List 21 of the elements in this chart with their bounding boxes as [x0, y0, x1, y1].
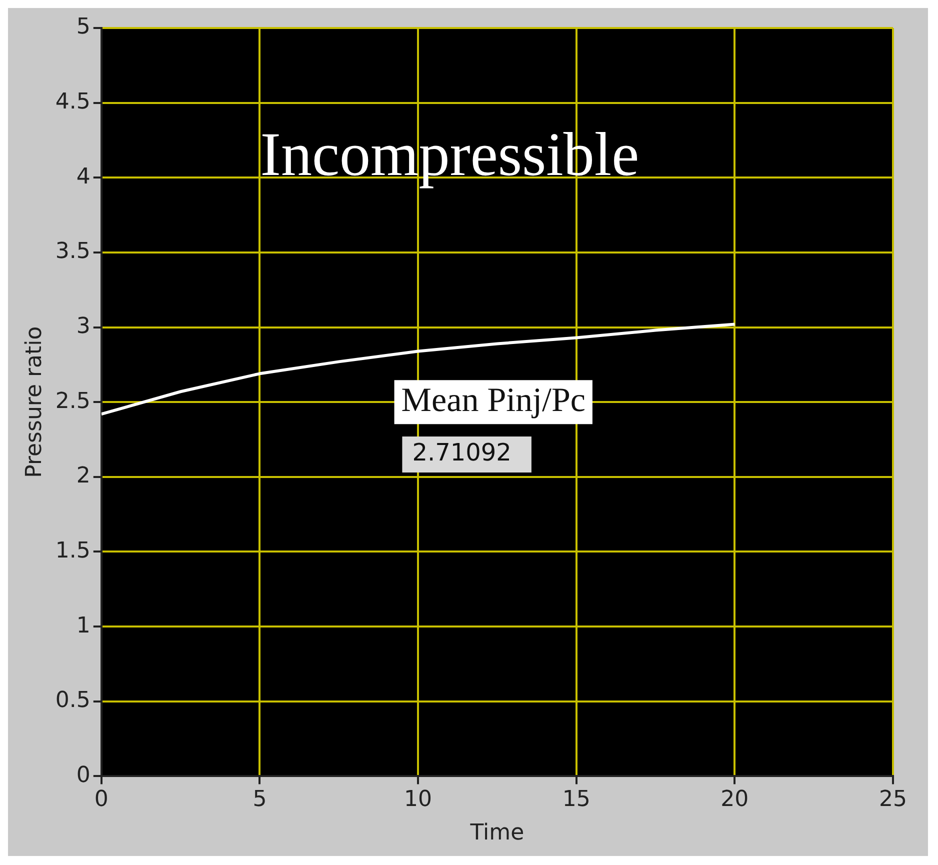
y-tick-label: 1 [76, 613, 90, 638]
x-tick-label: 20 [720, 787, 749, 812]
x-tick-label: 15 [562, 787, 590, 812]
y-tick-label: 4.5 [55, 90, 90, 115]
annotation: Mean Pinj/Pc [401, 382, 586, 420]
y-tick-label: 2 [76, 464, 90, 489]
y-tick-label: 1.5 [55, 538, 90, 564]
annotation: 2.71092 [412, 438, 512, 467]
y-tick-label: 5 [76, 14, 90, 40]
x-tick-label: 25 [879, 787, 907, 812]
y-tick-label: 2.5 [55, 388, 90, 414]
x-tick-label: 10 [404, 787, 432, 812]
y-tick-label: 3 [76, 314, 90, 339]
y-axis-title: Pressure ratio [22, 326, 47, 478]
y-tick-label: 0 [76, 762, 90, 788]
x-tick-label: 0 [94, 787, 108, 812]
x-tick-label: 5 [252, 787, 267, 812]
y-tick-label: 4 [76, 164, 90, 190]
x-axis-title: Time [469, 820, 524, 846]
y-tick-label: 0.5 [55, 688, 90, 714]
y-tick-label: 3.5 [55, 239, 90, 264]
